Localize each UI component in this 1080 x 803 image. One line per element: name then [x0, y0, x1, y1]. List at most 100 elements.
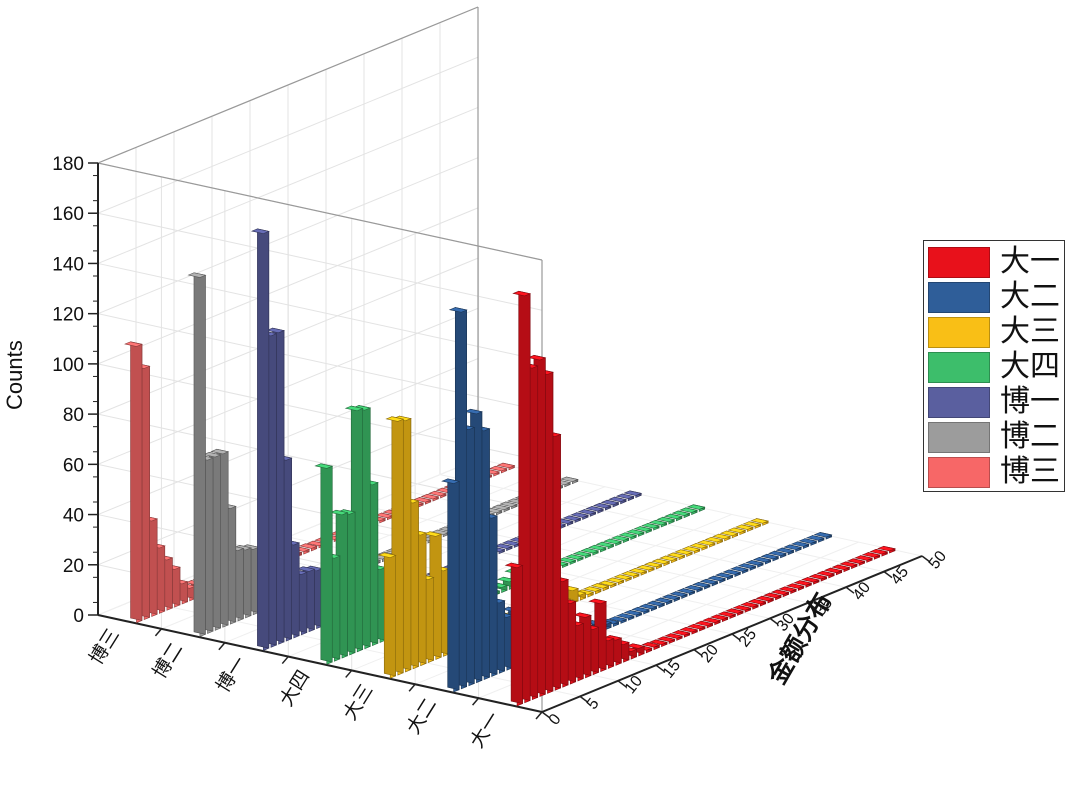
- bar-face-top: [488, 465, 508, 472]
- bar-face-top: [577, 509, 597, 515]
- bar-face-top: [877, 545, 896, 552]
- bar: [869, 548, 889, 557]
- bar-face-top: [651, 558, 671, 565]
- bar: [420, 493, 440, 502]
- bar-face-top: [296, 566, 316, 572]
- frame-edge: [97, 6, 479, 164]
- legend-item: 大三: [928, 315, 1060, 349]
- z-tick-label: 0: [73, 606, 84, 627]
- bar: [669, 591, 689, 599]
- bar-face-top: [730, 566, 749, 572]
- grid-line-z: [97, 212, 543, 311]
- legend-item: 博一: [928, 385, 1060, 419]
- bar-face-top: [570, 512, 590, 518]
- bar: [727, 527, 747, 536]
- bar-face-top: [699, 578, 719, 585]
- bar: [631, 606, 651, 615]
- bar: [651, 558, 671, 567]
- bar-face-top: [727, 527, 747, 533]
- bar: [877, 545, 896, 554]
- bar: [654, 597, 673, 606]
- bar-face-top: [808, 574, 828, 580]
- bar-face-top: [656, 516, 676, 523]
- bar-face-top: [798, 538, 818, 544]
- bar: [643, 561, 663, 570]
- bar-face-top: [714, 572, 734, 579]
- bar: [600, 499, 620, 508]
- bar: [763, 592, 782, 601]
- bar-face-top: [656, 636, 676, 642]
- bar: [823, 567, 843, 576]
- bar: [798, 538, 818, 546]
- bar: [494, 543, 514, 552]
- bar-face-top: [623, 490, 643, 496]
- x-tick: [845, 586, 855, 594]
- bar-face-top: [649, 639, 668, 645]
- bar-face-top: [775, 547, 795, 554]
- bar: [636, 564, 656, 573]
- bar-face-side: [447, 478, 460, 691]
- bar-face-top: [626, 643, 646, 649]
- bar-face-top: [740, 602, 760, 608]
- legend-item: 博二: [928, 420, 1060, 454]
- bar: [686, 504, 706, 512]
- bar: [684, 585, 704, 593]
- bar: [314, 463, 334, 665]
- z-tick-label: 40: [63, 506, 84, 527]
- bar: [679, 626, 699, 635]
- bar: [692, 581, 711, 590]
- legend-swatch: [928, 352, 990, 383]
- bar-face-top: [664, 633, 684, 639]
- legend-swatch: [928, 282, 990, 313]
- legend-label: 博一: [1000, 384, 1060, 419]
- bar-face-top: [618, 532, 638, 538]
- bar: [717, 611, 737, 619]
- bar: [671, 630, 691, 638]
- bar-face-top: [587, 544, 607, 551]
- legend-swatch: [928, 247, 990, 278]
- depth-tick: [281, 656, 289, 665]
- bar: [557, 557, 577, 565]
- bar-face-top: [823, 567, 843, 574]
- bar: [633, 526, 653, 534]
- legend: 大一 大二 大三 大四 博一 博二 博三: [923, 240, 1065, 492]
- bar-face-side: [193, 272, 206, 635]
- bar: [745, 560, 765, 568]
- bar-face-top: [572, 551, 592, 557]
- bar-face-top: [750, 518, 770, 524]
- legend-item: 大四: [928, 350, 1060, 384]
- bar-face-top: [585, 506, 605, 512]
- bar: [742, 521, 762, 529]
- bar-face-top: [732, 605, 752, 611]
- bar-face-top: [760, 553, 780, 560]
- bar-face-top: [719, 530, 739, 537]
- bar: [605, 577, 625, 586]
- bar-face-top: [816, 570, 836, 577]
- bar: [790, 541, 810, 549]
- bar: [740, 602, 760, 610]
- bar-face-top: [737, 563, 757, 569]
- bar-face-top: [266, 327, 286, 334]
- z-tick-label: 60: [63, 455, 84, 476]
- bar-face-top: [633, 526, 653, 532]
- bar-face-top: [512, 290, 532, 297]
- bar-face-top: [616, 613, 635, 619]
- bar: [187, 272, 207, 638]
- bar: [638, 603, 658, 612]
- bar-face-top: [298, 543, 318, 549]
- depth-tick-label: 大四: [276, 666, 315, 710]
- bar-face-top: [636, 565, 656, 571]
- bar-face-top: [187, 272, 207, 278]
- bar-face-top: [686, 504, 706, 510]
- bar-face-top: [491, 504, 511, 511]
- bar-face-top: [658, 555, 678, 562]
- bar-face-top: [692, 582, 711, 588]
- bar-face-top: [704, 536, 724, 543]
- bar-face-top: [580, 548, 600, 554]
- bar-face-top: [790, 541, 810, 547]
- bar-face-top: [806, 535, 825, 541]
- x-tick: [769, 617, 779, 626]
- bar: [816, 570, 836, 579]
- bar-face-top: [448, 307, 468, 313]
